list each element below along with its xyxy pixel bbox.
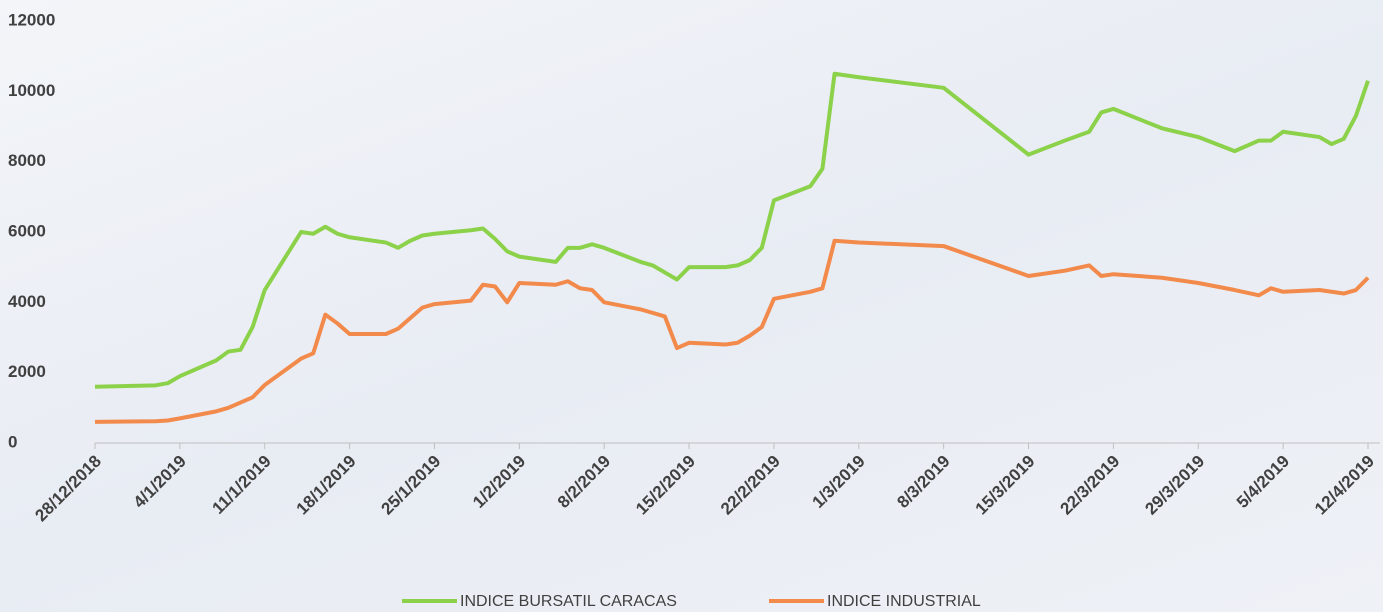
line <box>95 74 1368 387</box>
y-tick-label: 0 <box>8 432 17 451</box>
y-tick-label: 6000 <box>8 221 46 240</box>
x-tick-label: 18/1/2019 <box>293 452 360 519</box>
x-tick-label: 25/1/2019 <box>378 452 445 519</box>
y-tick-label: 8000 <box>8 151 46 170</box>
x-tick-label: 4/1/2019 <box>130 452 190 512</box>
legend-label: INDICE BURSATIL CARACAS <box>460 593 677 610</box>
x-tick-label: 5/4/2019 <box>1233 452 1293 512</box>
x-tick-label: 22/2/2019 <box>717 452 784 519</box>
y-tick-label: 10000 <box>8 81 55 100</box>
x-tick-label: 15/3/2019 <box>972 452 1039 519</box>
x-tick-label: 1/2/2019 <box>469 452 529 512</box>
x-tick-label: 29/3/2019 <box>1141 452 1208 519</box>
x-tick-label: 22/3/2019 <box>1056 452 1123 519</box>
x-tick-label: 8/2/2019 <box>554 452 614 512</box>
x-tick-label: 28/12/2018 <box>31 452 105 526</box>
x-tick-label: 12/4/2019 <box>1311 452 1378 519</box>
y-tick-label: 4000 <box>8 292 46 311</box>
x-tick-label: 11/1/2019 <box>208 452 274 518</box>
y-tick-label: 12000 <box>8 10 55 29</box>
x-tick-label: 1/3/2019 <box>809 452 869 512</box>
y-tick-label: 2000 <box>8 362 46 381</box>
legend-label: INDICE INDUSTRIAL <box>827 593 981 610</box>
x-tick-label: 8/3/2019 <box>893 452 953 512</box>
x-tick-label: 15/2/2019 <box>632 452 699 519</box>
chart: 0 2000 4000 6000 8000 10000 12000 28/12/2018 4/1… <box>0 0 1383 612</box>
